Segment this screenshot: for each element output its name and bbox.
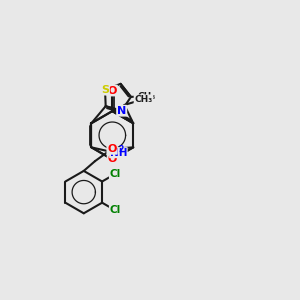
Text: O: O bbox=[108, 85, 117, 95]
Text: N: N bbox=[117, 106, 126, 116]
Text: Cl: Cl bbox=[110, 169, 121, 179]
Text: NH: NH bbox=[110, 148, 127, 158]
Text: O: O bbox=[107, 144, 117, 154]
Text: 2: 2 bbox=[118, 145, 123, 154]
Text: O: O bbox=[108, 154, 117, 164]
Text: CH₃: CH₃ bbox=[137, 92, 155, 101]
Text: S: S bbox=[101, 85, 109, 94]
Text: Cl: Cl bbox=[110, 206, 121, 215]
Text: CH₃: CH₃ bbox=[134, 95, 153, 104]
